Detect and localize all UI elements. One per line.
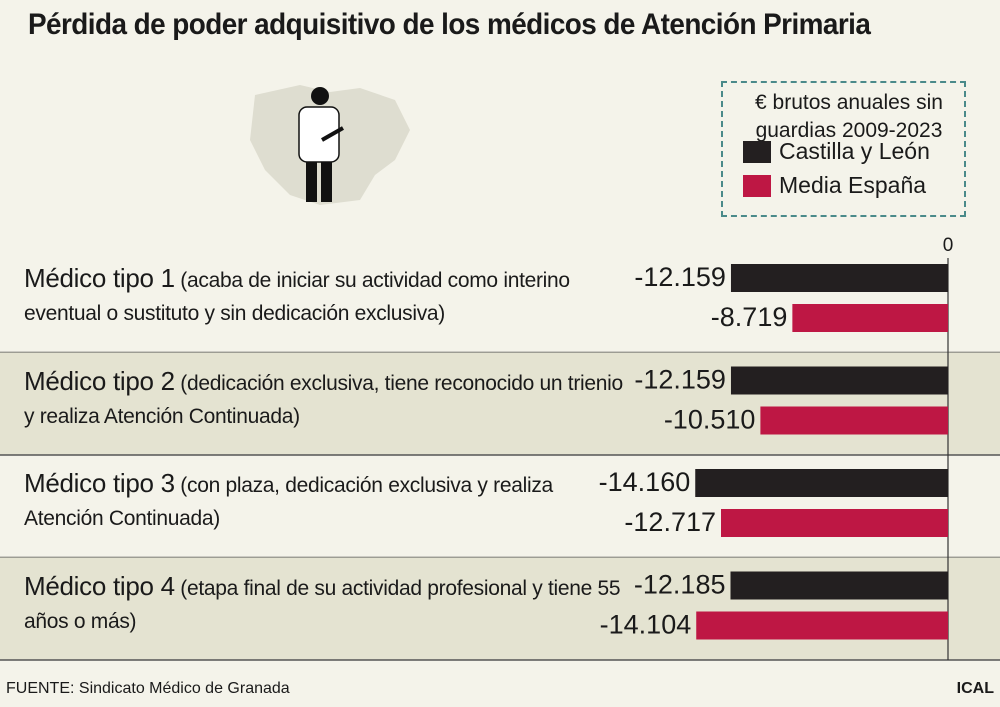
category-name: Médico tipo 3 — [24, 468, 175, 498]
x-tick-label: 0 — [943, 235, 954, 256]
value-label: -12.717 — [624, 507, 716, 537]
legend: € brutos anuales sin guardias 2009-2023 … — [721, 81, 966, 217]
value-label: -10.510 — [664, 405, 756, 435]
bar — [730, 264, 948, 292]
bar — [760, 406, 948, 435]
credit: ICAL — [956, 680, 994, 697]
category-label: Médico tipo 1 (acaba de iniciar su activ… — [24, 262, 634, 330]
value-label: -12.159 — [634, 365, 726, 395]
legend-item: Media España — [743, 172, 926, 199]
legend-swatch — [743, 140, 771, 163]
category-name: Médico tipo 4 — [24, 570, 175, 601]
category-description: (con plaza, dedicación exclusiva y reali… — [24, 474, 553, 530]
bar — [696, 611, 948, 640]
bar — [721, 509, 948, 537]
category-name: Médico tipo 2 — [24, 365, 175, 396]
legend-swatch — [743, 174, 771, 197]
chart-title: Pérdida de poder adquisitivo de los médi… — [28, 8, 871, 41]
bar — [730, 571, 948, 600]
category-description: (acaba de iniciar su actividad como inte… — [24, 269, 570, 325]
bar — [792, 304, 948, 332]
category-label: Médico tipo 2 (dedicación exclusiva, tie… — [24, 365, 634, 433]
category-description: (dedicación exclusiva, tiene reconocido … — [24, 371, 623, 428]
bar — [695, 469, 948, 497]
bar — [730, 366, 948, 395]
value-label: -14.160 — [599, 467, 691, 497]
category-name: Médico tipo 1 — [24, 263, 175, 293]
doctor-icon — [298, 87, 344, 202]
legend-label: Media España — [779, 172, 927, 198]
legend-label: Castilla y León — [779, 138, 930, 164]
value-label: -12.185 — [634, 570, 726, 600]
value-label: -12.159 — [634, 262, 726, 292]
category-label: Médico tipo 3 (con plaza, dedicación exc… — [24, 467, 634, 535]
source: FUENTE: Sindicato Médico de Granada — [6, 680, 290, 697]
category-description: (etapa final de su actividad profesional… — [24, 576, 621, 633]
value-label: -8.719 — [711, 302, 788, 332]
category-label: Médico tipo 4 (etapa final de su activid… — [24, 570, 634, 638]
legend-title: € brutos anuales sin guardias 2009-2023 — [755, 91, 943, 142]
value-label: -14.104 — [600, 610, 692, 640]
legend-item: Castilla y León — [743, 138, 930, 165]
